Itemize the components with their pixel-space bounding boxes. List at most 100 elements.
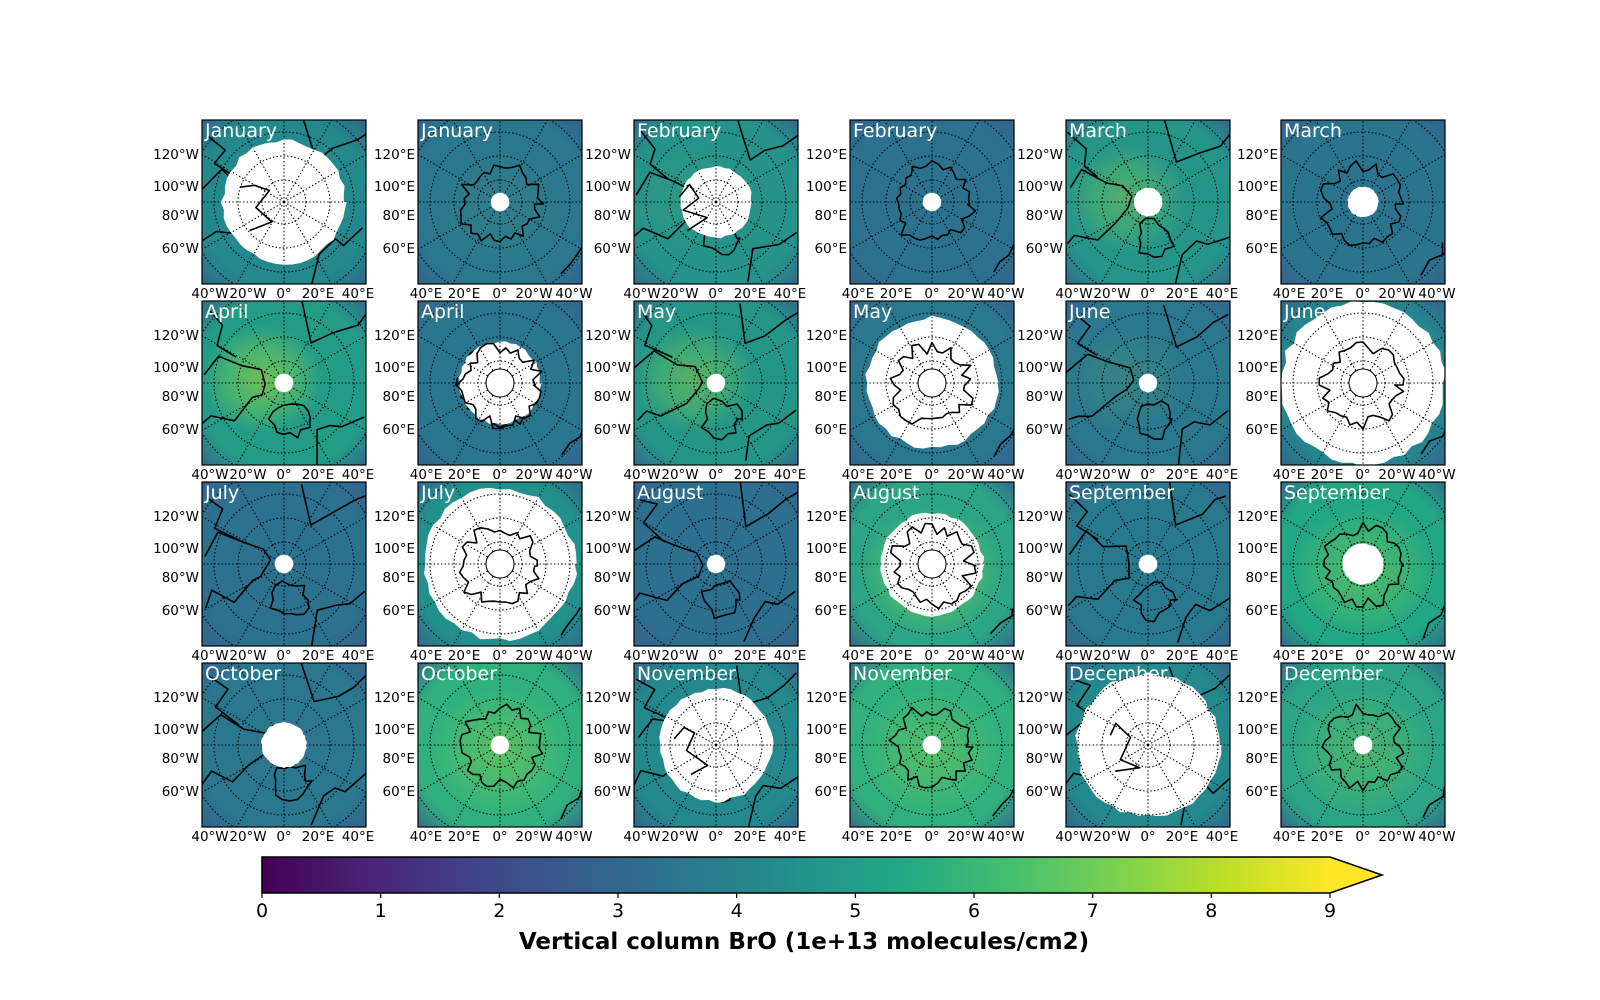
lon-tick-label: 20°E <box>880 648 912 664</box>
lat-tick-label: 120°E <box>1237 690 1278 706</box>
lat-tick-label: 100°E <box>1237 722 1278 738</box>
lat-tick-label: 80°W <box>594 389 631 405</box>
meridian-line <box>1111 744 1149 808</box>
meridian-line <box>1147 708 1211 746</box>
lon-tick-label: 20°E <box>1166 829 1198 845</box>
lat-tick-label: 80°E <box>815 751 847 767</box>
lat-tick-label: 80°E <box>383 389 415 405</box>
lon-tick-label: 20°E <box>734 829 766 845</box>
lat-tick-label: 60°W <box>1026 241 1063 257</box>
eurasia-coastline <box>302 120 366 162</box>
north-america-coastline <box>1066 353 1135 421</box>
meridian-line <box>283 148 316 203</box>
no-data-region <box>1342 543 1384 585</box>
eurasia-coastline <box>739 303 798 345</box>
lon-tick-label: 40°E <box>1206 467 1238 483</box>
month-label: October <box>205 663 281 685</box>
map-panel: June 120°E 100°E 80°E 60°E 40°E 20°E 0° 20°W 40°W <box>1237 300 1456 483</box>
greenland-coastline <box>269 580 310 616</box>
lat-tick-label: 80°W <box>162 389 199 405</box>
latitude-circle <box>1101 155 1195 249</box>
meridian-line <box>1147 154 1230 203</box>
lon-tick-label: 20°E <box>734 648 766 664</box>
meridian-line <box>1362 563 1445 612</box>
greenland-coastline <box>700 580 741 620</box>
lon-tick-label: 40°E <box>410 467 442 483</box>
lat-tick-label: 100°W <box>1017 541 1063 557</box>
lat-tick-label: 60°E <box>383 241 415 257</box>
lon-tick-label: 20°E <box>302 829 334 845</box>
lat-tick-label: 80°W <box>1026 389 1063 405</box>
south-america-coastline <box>992 786 1014 817</box>
lat-tick-label: 100°W <box>153 360 199 376</box>
panel-frame <box>201 481 367 647</box>
lon-tick-label: 20°W <box>947 648 984 664</box>
panel-frame <box>201 300 367 466</box>
meridian-line <box>1362 744 1411 827</box>
panel-frame <box>201 119 367 285</box>
pole-marker <box>917 549 947 579</box>
lon-tick-label: 40°E <box>774 648 806 664</box>
month-label: July <box>420 482 455 504</box>
scandinavia-coastline <box>747 231 797 283</box>
no-data-region <box>261 722 307 768</box>
meridian-line <box>715 744 766 774</box>
south-america-coastline <box>993 242 1014 273</box>
lon-tick-label: 20°E <box>1166 286 1198 302</box>
lat-tick-label: 60°W <box>594 603 631 619</box>
meridian-line <box>283 482 332 565</box>
meridian-line <box>252 201 285 256</box>
panel-frame <box>417 300 583 466</box>
lon-tick-label: 20°E <box>880 286 912 302</box>
antarctica-coastline <box>889 341 974 425</box>
lon-tick-label: 20°W <box>661 829 698 845</box>
lon-tick-label: 40°W <box>987 286 1024 302</box>
meridian-line <box>684 183 717 203</box>
lat-tick-label: 60°W <box>162 241 199 257</box>
lon-tick-label: 20°E <box>1311 286 1343 302</box>
meridian-line <box>418 697 501 746</box>
meridian-line <box>668 563 717 646</box>
lon-tick-label: 0° <box>492 829 507 845</box>
lon-tick-label: 40°W <box>191 286 228 302</box>
meridian-line <box>1321 382 1364 455</box>
arctic-island-coastline <box>678 183 708 232</box>
lon-tick-label: 0° <box>1140 286 1155 302</box>
map-panel: October 120°W 100°W 80°W 60°W 40°W 20°W 0° 20°E 4… <box>153 662 374 845</box>
map-panel: February 120°W 100°W 80°W 60°W 40°W 20°W 0° 20°E… <box>585 119 806 302</box>
lat-tick-label: 80°E <box>1246 389 1278 405</box>
eurasia-coastline <box>300 663 366 703</box>
scandinavia-coastline <box>316 416 365 465</box>
meridian-line <box>931 201 1014 250</box>
meridian-line <box>884 120 933 203</box>
map-panel: December 120°E 100°E 80°E 60°E 40°E 20°E 0° 20°W… <box>1237 662 1456 845</box>
lat-tick-label: 100°W <box>585 541 631 557</box>
lon-tick-label: 20°W <box>229 286 266 302</box>
colorbar-tick-label: 5 <box>849 900 861 922</box>
lon-tick-label: 20°E <box>1166 648 1198 664</box>
meridian-line <box>1147 744 1185 808</box>
lat-tick-label: 60°E <box>383 603 415 619</box>
month-label: June <box>1283 301 1325 323</box>
lat-tick-label: 100°W <box>153 541 199 557</box>
meridian-line <box>931 744 980 827</box>
meridian-line <box>452 744 501 827</box>
lon-tick-label: 40°W <box>555 286 592 302</box>
lon-tick-label: 40°E <box>842 286 874 302</box>
meridian-line <box>1100 120 1149 203</box>
month-label: June <box>1068 301 1110 323</box>
month-label: January <box>204 120 277 142</box>
lat-tick-label: 60°W <box>594 422 631 438</box>
latitude-circle <box>237 517 331 611</box>
meridian-line <box>1362 201 1445 250</box>
meridian-line <box>1315 663 1364 746</box>
month-label: May <box>853 301 892 323</box>
no-data-region <box>1347 186 1379 218</box>
south-america-coastline <box>1420 429 1445 455</box>
map-panel: March 120°W 100°W 80°W 60°W 40°W 20°W 0° 20°E 40°… <box>1017 119 1238 302</box>
lat-tick-label: 60°W <box>162 422 199 438</box>
greenland-coastline <box>273 764 313 802</box>
meridian-line <box>1291 341 1364 384</box>
lon-tick-label: 20°W <box>1093 648 1130 664</box>
lon-tick-label: 0° <box>924 467 939 483</box>
